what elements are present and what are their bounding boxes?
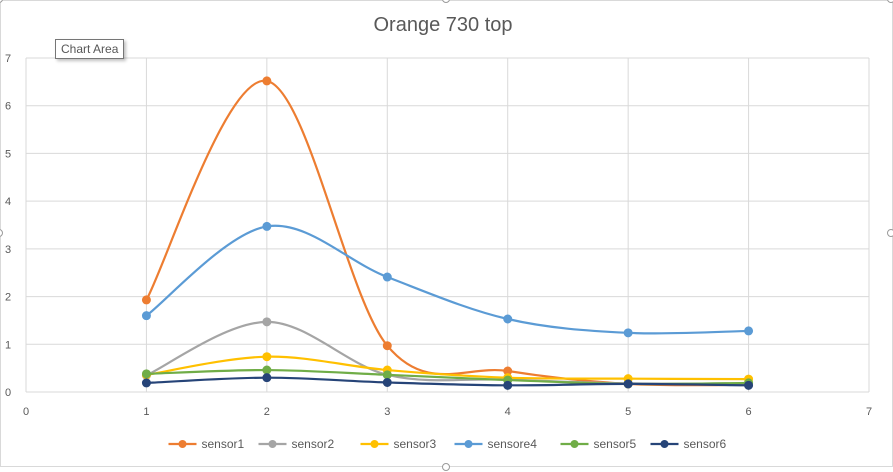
legend-label: sensor6 — [684, 437, 727, 451]
series-sensore4[interactable] — [141, 221, 754, 338]
legend-label: sensore4 — [488, 437, 538, 451]
legend-label: sensor5 — [594, 437, 637, 451]
legend-item-sensor6[interactable]: sensor6 — [650, 437, 727, 451]
plot-area[interactable] — [141, 76, 754, 390]
series-line-sensor3[interactable] — [146, 355, 749, 381]
legend-label: sensor1 — [202, 437, 245, 451]
data-point-sensor1[interactable] — [141, 295, 151, 305]
legend-label: sensor3 — [394, 437, 437, 451]
data-point-sensor5[interactable] — [382, 370, 392, 380]
data-point-sensore4[interactable] — [503, 314, 513, 324]
legend-item-sensor2[interactable]: sensor2 — [258, 437, 335, 451]
resize-handle-bottom[interactable] — [442, 463, 450, 471]
y-tick-label: 7 — [5, 53, 11, 65]
x-tick-label: 0 — [23, 406, 29, 418]
resize-handle-right[interactable] — [887, 229, 893, 237]
data-point-sensor3[interactable] — [262, 352, 272, 362]
chart-title: Orange 730 top — [374, 14, 513, 36]
legend-swatch-marker — [370, 440, 379, 448]
legend-swatch-marker — [570, 440, 579, 448]
x-tick-label: 5 — [625, 406, 631, 418]
y-tick-label: 4 — [5, 196, 11, 208]
x-tick-label: 4 — [505, 406, 511, 418]
legend-swatch-marker — [464, 440, 473, 448]
series-line-sensor6[interactable] — [146, 376, 749, 387]
legend-swatch-marker — [268, 440, 277, 448]
data-point-sensor1[interactable] — [382, 341, 392, 351]
data-point-sensor6[interactable] — [623, 379, 633, 389]
axes: 0 1 2 3 4 5 6 7 0 1 2 3 4 5 6 7 — [5, 53, 872, 418]
data-point-sensor5[interactable] — [262, 365, 272, 375]
legend-label: sensor2 — [292, 437, 335, 451]
x-tick-label: 6 — [746, 406, 752, 418]
legend-item-sensor5[interactable]: sensor5 — [560, 437, 637, 451]
y-tick-label: 0 — [5, 387, 11, 399]
data-point-sensore4[interactable] — [623, 328, 633, 338]
data-point-sensor6[interactable] — [262, 373, 272, 383]
data-point-sensor6[interactable] — [382, 377, 392, 387]
y-tick-label: 5 — [5, 148, 11, 160]
data-point-sensore4[interactable] — [262, 221, 272, 231]
y-tick-label: 3 — [5, 244, 11, 256]
resize-handle-top-right[interactable] — [887, 0, 893, 3]
legend-item-sensor3[interactable]: sensor3 — [360, 437, 437, 451]
y-tick-label: 2 — [5, 292, 11, 304]
data-point-sensor6[interactable] — [744, 380, 754, 390]
y-tick-label: 6 — [5, 101, 11, 113]
data-point-sensor2[interactable] — [262, 317, 272, 327]
data-point-sensore4[interactable] — [382, 272, 392, 282]
data-point-sensor6[interactable] — [141, 378, 151, 388]
chart-area-tooltip: Chart Area — [55, 39, 125, 59]
x-tick-label: 3 — [384, 406, 390, 418]
x-tick-label: 2 — [264, 406, 270, 418]
data-point-sensor6[interactable] — [503, 380, 513, 390]
legend-item-sensore4[interactable]: sensore4 — [454, 437, 538, 451]
legend-item-sensor1[interactable]: sensor1 — [168, 437, 245, 451]
legend[interactable]: sensor1 sensor2 sensor3 sensore4 sensor5 sens… — [168, 437, 727, 451]
y-tick-label: 1 — [5, 339, 11, 351]
x-tick-label: 7 — [866, 406, 872, 418]
legend-swatch-marker — [660, 440, 669, 448]
legend-swatch-marker — [178, 440, 187, 448]
data-point-sensor5[interactable] — [141, 369, 151, 379]
data-point-sensore4[interactable] — [141, 311, 151, 321]
data-point-sensor1[interactable] — [262, 76, 272, 86]
data-point-sensore4[interactable] — [744, 326, 754, 336]
x-tick-label: 1 — [143, 406, 149, 418]
series-sensor6[interactable] — [141, 373, 754, 390]
